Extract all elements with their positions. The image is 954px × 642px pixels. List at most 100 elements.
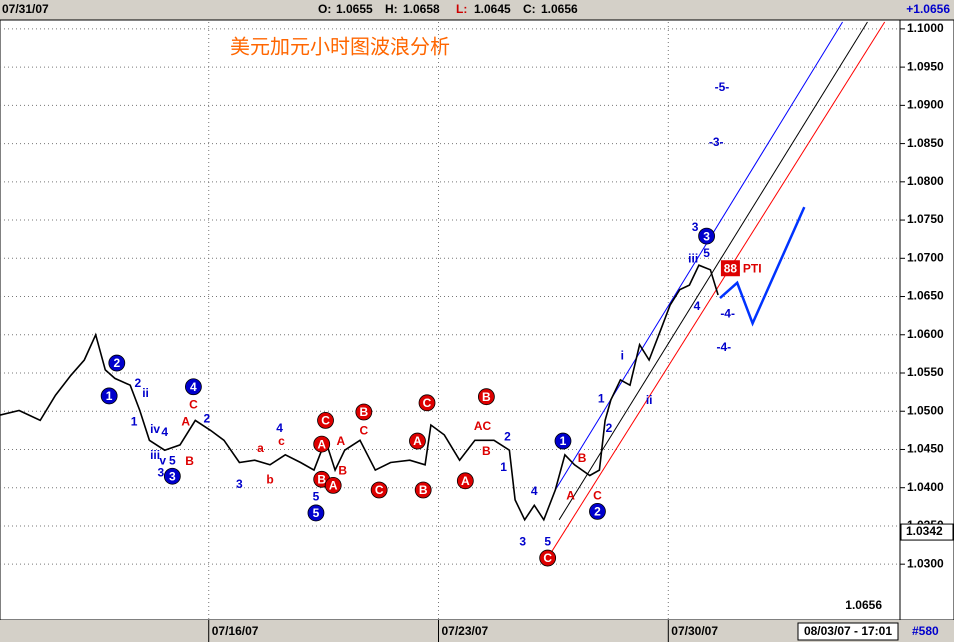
- y-tick-label: 1.0550: [907, 365, 944, 379]
- wave-label: 3: [236, 477, 243, 491]
- wave-label: 1: [560, 434, 567, 448]
- wave-circle: [456, 472, 474, 490]
- wave-circle: [324, 477, 342, 494]
- channel-line: [558, 21, 868, 521]
- y-tick-label: 1.0450: [907, 442, 944, 456]
- low-marker-label: 1.0342: [906, 524, 943, 538]
- x-tick-label: 07/30/07: [671, 624, 718, 638]
- y-tick-label: 1.0300: [907, 556, 944, 570]
- wave-label: iii: [150, 448, 160, 462]
- plot-area: [0, 19, 901, 621]
- wave-label: A: [413, 434, 422, 448]
- ohlc-value: 1.0658: [403, 2, 440, 16]
- wave-circle: [370, 481, 388, 499]
- wave-label: 4: [190, 380, 197, 394]
- wave-label: 1: [500, 460, 507, 474]
- wave-label: C: [189, 398, 198, 412]
- wave-circle: [698, 227, 715, 245]
- y-tick-label: 1.0700: [907, 250, 944, 264]
- wave-label: C: [321, 414, 330, 428]
- wave-label: 3: [158, 466, 165, 480]
- wave-label: i: [621, 349, 624, 363]
- wave-label: 5: [169, 453, 176, 467]
- y-tick-label: 1.1000: [907, 21, 944, 35]
- wave-circle: [477, 388, 495, 406]
- wave-circle: [100, 387, 118, 405]
- wave-label: 4: [276, 421, 283, 435]
- ohlc-value: 1.0645: [474, 2, 511, 16]
- wave-circle: [163, 467, 181, 485]
- wave-label: 2: [504, 430, 511, 444]
- header-date: 07/31/07: [2, 2, 49, 16]
- price-line: [0, 264, 719, 522]
- wave-label: 5: [544, 534, 551, 548]
- y-tick-label: 1.0500: [907, 403, 944, 417]
- wave-label: C: [423, 396, 432, 410]
- wave-label: 1: [598, 391, 605, 405]
- header-bar: [0, 0, 954, 20]
- wave-label: B: [317, 472, 326, 486]
- wave-label: A: [317, 437, 326, 451]
- wave-circle: [317, 412, 334, 429]
- ohlc-label: H:: [385, 2, 398, 16]
- wave-circle: [108, 354, 126, 372]
- footer-bar: [0, 620, 954, 642]
- wave-label: B: [419, 483, 428, 497]
- wave-circle: [589, 503, 606, 520]
- wave-label: -3-: [709, 135, 724, 149]
- wave-label: A: [461, 474, 470, 488]
- wave-label: 3: [519, 534, 526, 548]
- wave-circle: [313, 435, 331, 453]
- y-tick-label: 1.0650: [907, 289, 944, 303]
- wave-label: a: [257, 441, 264, 455]
- wave-label: A: [181, 414, 190, 428]
- wave-label: C: [593, 489, 602, 503]
- wave-label: 4: [531, 484, 538, 498]
- pti-value: 88: [724, 261, 738, 275]
- chart-id: #580: [912, 624, 939, 638]
- y-tick-label: 1.0400: [907, 480, 944, 494]
- wave-label: -4-: [716, 340, 731, 354]
- wave-label: ii: [646, 393, 653, 407]
- wave-label: B: [338, 463, 347, 477]
- wave-label: 5: [313, 506, 320, 520]
- wave-label: v: [159, 453, 166, 467]
- wave-label: 2: [135, 376, 142, 390]
- wave-label: -4-: [720, 307, 735, 321]
- wave-label: 3: [169, 469, 176, 483]
- wave-circle: [185, 378, 202, 396]
- y-axis-panel: [899, 19, 954, 621]
- y-tick-label: 1.0750: [907, 212, 944, 226]
- wave-label: A: [337, 434, 346, 448]
- wave-label: iv: [150, 422, 160, 436]
- wave-circle: [355, 403, 373, 421]
- wave-circle: [554, 432, 572, 450]
- wave-label: B: [482, 444, 491, 458]
- chart-title: 美元加元小时图波浪分析: [230, 35, 450, 58]
- wave-label: 2: [203, 411, 210, 425]
- wave-label: B: [482, 390, 491, 404]
- last-price: 1.0656: [845, 598, 882, 612]
- ohlc-value: 1.0656: [541, 2, 578, 16]
- ohlc-label: O:: [318, 2, 331, 16]
- wave-circle: [414, 481, 432, 499]
- pti-box: [720, 260, 740, 277]
- wave-label: 4: [694, 299, 701, 313]
- y-tick-label: 1.0950: [907, 59, 944, 73]
- wave-circle: [307, 504, 325, 522]
- wave-label: -5-: [715, 80, 730, 94]
- wave-label: B: [185, 454, 194, 468]
- wave-label: 5: [703, 246, 710, 260]
- y-tick-label: 1.0900: [907, 98, 944, 112]
- ohlc-label: C:: [523, 2, 536, 16]
- wave-circle: [409, 432, 426, 450]
- header-change: +1.0656: [906, 2, 950, 16]
- wave-circle: [539, 549, 557, 567]
- wave-label: A: [566, 489, 575, 503]
- pti-label: PTI: [743, 261, 762, 275]
- wave-label: A: [329, 479, 338, 493]
- wave-label: iii: [688, 251, 698, 265]
